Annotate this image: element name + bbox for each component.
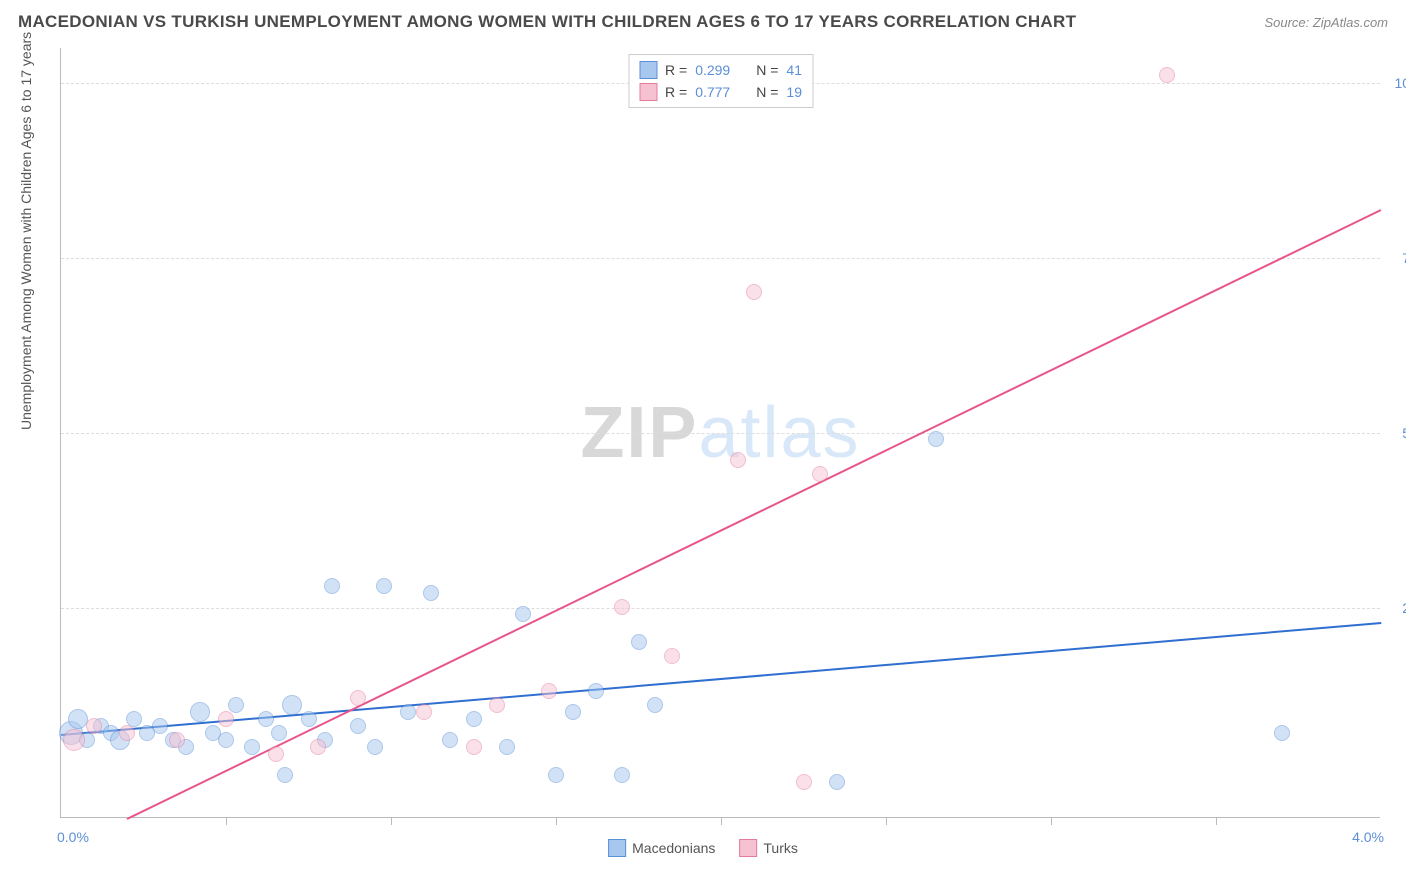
data-point: [301, 711, 317, 727]
x-tick-label-left: 0.0%: [57, 829, 89, 845]
data-point: [466, 739, 482, 755]
data-point: [367, 739, 383, 755]
data-point: [614, 599, 630, 615]
data-point: [218, 732, 234, 748]
data-point: [310, 739, 326, 755]
source-label: Source: ZipAtlas.com: [1264, 15, 1388, 30]
data-point: [68, 709, 88, 729]
stats-legend: R = 0.299 N = 41 R = 0.777 N = 19: [628, 54, 813, 108]
data-point: [442, 732, 458, 748]
data-point: [515, 606, 531, 622]
data-point: [746, 284, 762, 300]
data-point: [541, 683, 557, 699]
legend-item: Turks: [739, 839, 797, 857]
legend-swatch: [739, 839, 757, 857]
data-point: [86, 718, 102, 734]
series-legend: Macedonians Turks: [608, 839, 798, 857]
data-point: [350, 690, 366, 706]
n-label: N =: [756, 84, 778, 100]
r-label: R =: [665, 62, 687, 78]
x-tick: [226, 817, 227, 825]
y-tick-label: 75.0%: [1402, 250, 1406, 266]
data-point: [376, 578, 392, 594]
gridline: [61, 608, 1380, 609]
data-point: [631, 634, 647, 650]
y-axis-label: Unemployment Among Women with Children A…: [18, 32, 34, 430]
n-value: 19: [786, 84, 802, 100]
legend-label: Turks: [763, 840, 797, 856]
data-point: [152, 718, 168, 734]
data-point: [1274, 725, 1290, 741]
n-value: 41: [786, 62, 802, 78]
data-point: [928, 431, 944, 447]
trend-line: [127, 209, 1382, 820]
data-point: [268, 746, 284, 762]
legend-swatch: [639, 83, 657, 101]
data-point: [1159, 67, 1175, 83]
data-point: [796, 774, 812, 790]
data-point: [282, 695, 302, 715]
data-point: [258, 711, 274, 727]
data-point: [119, 725, 135, 741]
data-point: [489, 697, 505, 713]
data-point: [664, 648, 680, 664]
data-point: [499, 739, 515, 755]
data-point: [588, 683, 604, 699]
data-point: [244, 739, 260, 755]
n-label: N =: [756, 62, 778, 78]
data-point: [324, 578, 340, 594]
data-point: [350, 718, 366, 734]
y-tick-label: 50.0%: [1402, 425, 1406, 441]
data-point: [271, 725, 287, 741]
y-tick-label: 100.0%: [1395, 75, 1406, 91]
legend-label: Macedonians: [632, 840, 715, 856]
x-tick: [886, 817, 887, 825]
y-tick-label: 25.0%: [1402, 600, 1406, 616]
stats-row: R = 0.299 N = 41: [639, 59, 802, 81]
data-point: [228, 697, 244, 713]
data-point: [565, 704, 581, 720]
data-point: [400, 704, 416, 720]
data-point: [416, 704, 432, 720]
gridline: [61, 433, 1380, 434]
chart-plot-area: ZIPatlas 25.0%50.0%75.0%100.0%0.0%4.0%R …: [60, 48, 1380, 818]
legend-item: Macedonians: [608, 839, 715, 857]
x-tick-label-right: 4.0%: [1352, 829, 1384, 845]
r-label: R =: [665, 84, 687, 100]
data-point: [812, 466, 828, 482]
x-tick: [1216, 817, 1217, 825]
data-point: [548, 767, 564, 783]
x-tick: [1051, 817, 1052, 825]
legend-swatch: [608, 839, 626, 857]
gridline: [61, 258, 1380, 259]
r-value: 0.777: [695, 84, 730, 100]
data-point: [647, 697, 663, 713]
data-point: [190, 702, 210, 722]
r-value: 0.299: [695, 62, 730, 78]
data-point: [829, 774, 845, 790]
data-point: [466, 711, 482, 727]
x-tick: [391, 817, 392, 825]
data-point: [277, 767, 293, 783]
data-point: [730, 452, 746, 468]
chart-title: MACEDONIAN VS TURKISH UNEMPLOYMENT AMONG…: [18, 12, 1076, 32]
data-point: [614, 767, 630, 783]
data-point: [218, 711, 234, 727]
x-tick: [556, 817, 557, 825]
stats-row: R = 0.777 N = 19: [639, 81, 802, 103]
data-point: [169, 732, 185, 748]
legend-swatch: [639, 61, 657, 79]
data-point: [423, 585, 439, 601]
chart-header: MACEDONIAN VS TURKISH UNEMPLOYMENT AMONG…: [18, 12, 1388, 32]
x-tick: [721, 817, 722, 825]
data-point: [63, 729, 85, 751]
